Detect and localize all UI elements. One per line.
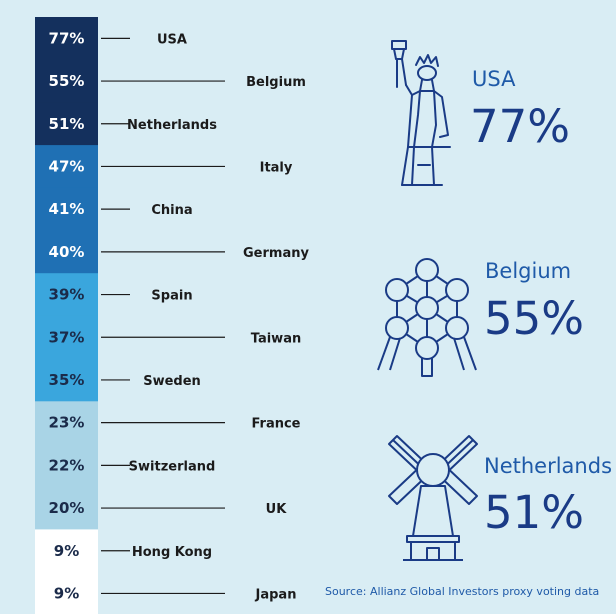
value-label: 37% [49,328,85,346]
bar-segment [35,145,98,189]
value-label: 40% [49,243,85,261]
country-label: France [251,417,300,432]
country-label: Taiwan [251,331,301,346]
country-label: Netherlands [127,118,217,133]
value-label: 9% [54,542,79,560]
country-label: USA [157,32,187,47]
value-label: 39% [49,286,85,304]
featured-country-usa: USA [472,67,516,91]
value-label: 20% [49,499,85,517]
country-label: Japan [255,587,297,602]
bar-segment [35,358,98,402]
bar-segment [35,529,98,573]
bar-segment [35,273,98,317]
value-label: 9% [54,584,79,602]
country-label: Switzerland [129,459,216,474]
featured-value-netherlands: 51% [484,486,585,539]
bar-segment [35,444,98,488]
value-label: 51% [49,115,85,133]
statue-of-liberty-icon [372,35,467,190]
bar-segment [35,315,98,360]
value-label: 22% [49,456,85,474]
bar-segment [35,401,98,445]
featured-value-belgium: 55% [484,292,585,345]
country-label: Spain [151,289,192,304]
featured-country-netherlands: Netherlands [484,454,613,478]
value-label: 77% [49,29,85,47]
bar-segment [35,486,98,530]
value-label: 23% [49,414,85,432]
country-label: Germany [243,246,309,261]
atomium-icon [372,258,482,378]
bar-segment [35,572,98,614]
country-label: Italy [260,160,293,175]
windmill-icon [383,430,483,568]
value-label: 55% [49,72,85,90]
country-label: China [151,203,192,218]
bar-segment [35,102,98,146]
bar-segment [35,187,98,232]
bar-segment [35,17,98,61]
country-label: Sweden [143,374,201,389]
bar-segment [35,59,98,103]
country-label: UK [266,502,288,517]
value-label: 47% [49,157,85,175]
country-label: Hong Kong [132,545,212,560]
value-label: 41% [49,200,85,218]
source-note: Source: Allianz Global Investors proxy v… [325,585,600,598]
country-label: Belgium [246,75,306,90]
featured-value-usa: 77% [470,100,571,153]
featured-country-belgium: Belgium [485,259,572,283]
bar-segment [35,230,98,274]
value-label: 35% [49,371,85,389]
